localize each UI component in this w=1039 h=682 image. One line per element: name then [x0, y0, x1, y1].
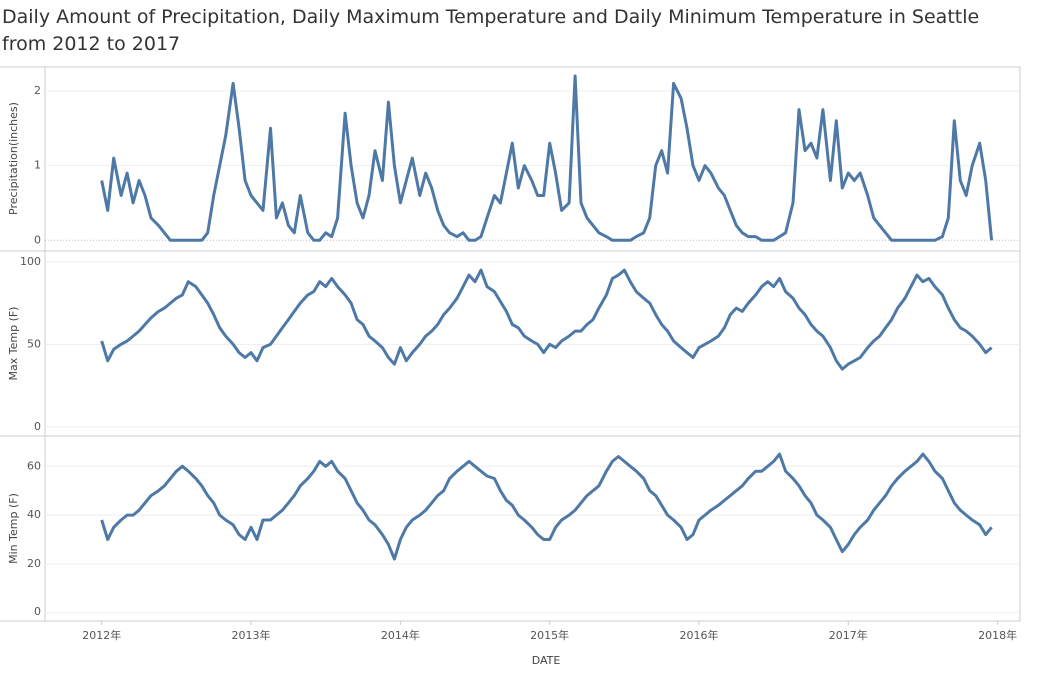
x-tick-label: 2013年	[232, 628, 271, 642]
y-tick-label: 0	[34, 605, 41, 618]
y-tick-label: 0	[34, 420, 41, 433]
x-tick-label: 2017年	[829, 628, 868, 642]
y-axis-label: Min Temp (F)	[7, 493, 20, 564]
y-axis-label: Max Temp (F)	[7, 307, 20, 381]
y-tick-label: 0	[34, 233, 41, 246]
y-tick-label: 60	[27, 459, 41, 472]
line	[100, 268, 993, 371]
title-line: Daily Amount of Precipitation, Daily Max…	[2, 6, 979, 28]
y-tick-label: 50	[27, 337, 41, 350]
x-tick-label: 2018年	[978, 628, 1017, 642]
x-tick-label: 2014年	[381, 628, 420, 642]
x-tick-label: 2015年	[530, 628, 569, 642]
x-axis-label: DATE	[532, 654, 561, 667]
x-tick-label: 2016年	[679, 628, 718, 642]
y-tick-label: 20	[27, 557, 41, 570]
line	[100, 452, 993, 561]
y-tick-label: 1	[34, 159, 41, 172]
y-tick-label: 2	[34, 84, 41, 97]
y-tick-label: 40	[27, 508, 41, 521]
x-tick-label: 2012年	[82, 628, 121, 642]
chart-title: Daily Amount of Precipitation, Daily Max…	[2, 6, 979, 55]
title-line: from 2012 to 2017	[2, 33, 180, 55]
y-tick-label: 100	[20, 255, 41, 268]
y-axis-label: Precipitation(inches)	[7, 102, 20, 215]
line	[100, 74, 994, 242]
